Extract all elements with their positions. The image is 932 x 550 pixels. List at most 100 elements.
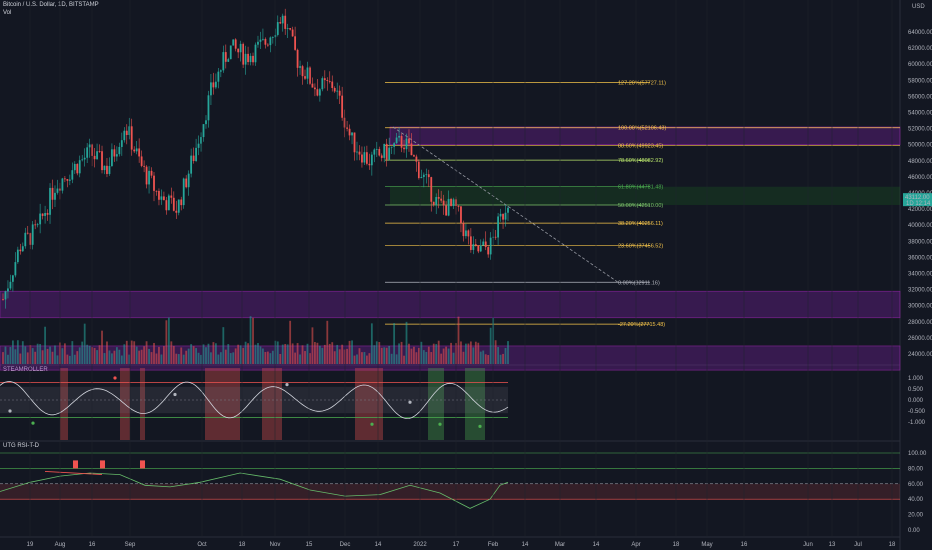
price-tick-label: 46000.00 — [908, 175, 932, 181]
candle-body — [21, 246, 24, 252]
volume-bar — [200, 354, 202, 364]
candle-body — [375, 149, 378, 150]
candle-body — [56, 188, 59, 193]
candle-body — [368, 163, 371, 166]
candle-body — [76, 163, 79, 174]
candle-body — [279, 22, 282, 24]
volume-bar — [187, 348, 190, 364]
volume-bar — [222, 327, 225, 364]
volume-bar — [388, 345, 391, 364]
steam-signal-dot — [408, 400, 412, 404]
candle-body — [484, 241, 487, 248]
candle-body — [202, 124, 205, 138]
volume-bar — [450, 342, 452, 364]
current-price-countdown: 1D 12:14 — [906, 201, 931, 207]
candle-body — [474, 244, 477, 246]
volume-bar — [346, 348, 348, 364]
candle-body — [361, 154, 363, 163]
time-tick-label: 19 — [27, 542, 34, 548]
volume-bar — [398, 343, 400, 364]
volume-bar — [34, 351, 37, 364]
candle-body — [103, 165, 106, 171]
rsi-tick-label: 100.00 — [908, 451, 927, 457]
candle-body — [61, 178, 64, 191]
volume-bar — [276, 341, 279, 364]
volume-bar — [353, 355, 356, 364]
volume-bar — [158, 346, 160, 364]
volume-bar — [294, 352, 297, 364]
candle-body — [182, 178, 185, 206]
candle-body — [318, 89, 321, 96]
candle-body — [383, 143, 386, 158]
volume-bar — [214, 343, 217, 364]
rsi-tick-label: 80.00 — [908, 466, 924, 472]
time-tick-label: 14 — [593, 542, 600, 548]
volume-bar — [390, 353, 393, 364]
price-tick-label: 48000.00 — [908, 159, 932, 165]
candle-body — [185, 178, 188, 188]
volume-bar — [408, 343, 410, 364]
candle-body — [118, 146, 121, 155]
signal-band — [140, 368, 145, 440]
volume-bar — [479, 351, 482, 364]
volume-bar — [2, 352, 4, 364]
volume-bar — [301, 345, 304, 364]
volume-bar — [93, 347, 96, 364]
candle-body — [138, 148, 141, 157]
candle-body — [148, 170, 150, 185]
volume-bar — [111, 353, 113, 364]
steam-tick-label: 1.000 — [908, 376, 924, 382]
volume-bar — [417, 347, 420, 364]
volume-bar — [16, 340, 19, 364]
candle-body — [163, 196, 165, 201]
steamroller-line — [0, 381, 509, 420]
volume-bar — [234, 348, 237, 364]
volume-bar — [83, 323, 86, 364]
steam-tick-label: -0.500 — [908, 409, 926, 415]
rsi-tick-label: 0.00 — [908, 528, 920, 534]
candle-body — [341, 95, 344, 118]
candle-body — [120, 140, 123, 147]
candle-body — [299, 66, 301, 68]
candle-body — [111, 149, 113, 167]
volume-bar — [192, 346, 195, 364]
candle-body — [227, 59, 230, 62]
candle-body — [16, 249, 19, 263]
volume-bar — [73, 354, 76, 364]
candle-body — [4, 291, 7, 300]
volume-bar — [98, 345, 101, 364]
candle-body — [44, 213, 46, 216]
candle-body — [502, 213, 504, 220]
candle-body — [86, 147, 89, 158]
candle-body — [336, 90, 339, 92]
volume-bar — [348, 340, 351, 364]
fib-level-label: 61.80%(44781.48) — [618, 185, 663, 191]
volume-bar — [262, 348, 264, 364]
volume-bar — [323, 344, 326, 364]
volume-bar — [380, 347, 383, 364]
candle-body — [36, 224, 39, 226]
candle-body — [229, 45, 232, 60]
volume-bar — [254, 344, 257, 364]
candle-body — [262, 38, 264, 40]
volume-bar — [279, 354, 282, 364]
volume-bar — [172, 345, 175, 364]
volume-bar — [440, 353, 443, 364]
volume-bar — [370, 323, 373, 364]
volume-bar — [138, 350, 141, 364]
candle-body — [2, 299, 4, 301]
candle-body — [306, 67, 309, 79]
volume-bar — [49, 346, 51, 364]
volume-bar — [321, 347, 324, 364]
candle-body — [445, 205, 448, 216]
volume-bar — [88, 345, 91, 364]
volume-bar — [202, 344, 205, 364]
volume-bar — [108, 350, 111, 364]
fib-golden-zone — [390, 186, 900, 205]
candle-body — [294, 36, 297, 50]
rsi-title: UTG RSI-T-D — [3, 443, 39, 449]
volume-bar — [63, 343, 66, 364]
volume-bar — [217, 354, 220, 364]
volume-bar — [489, 327, 492, 364]
